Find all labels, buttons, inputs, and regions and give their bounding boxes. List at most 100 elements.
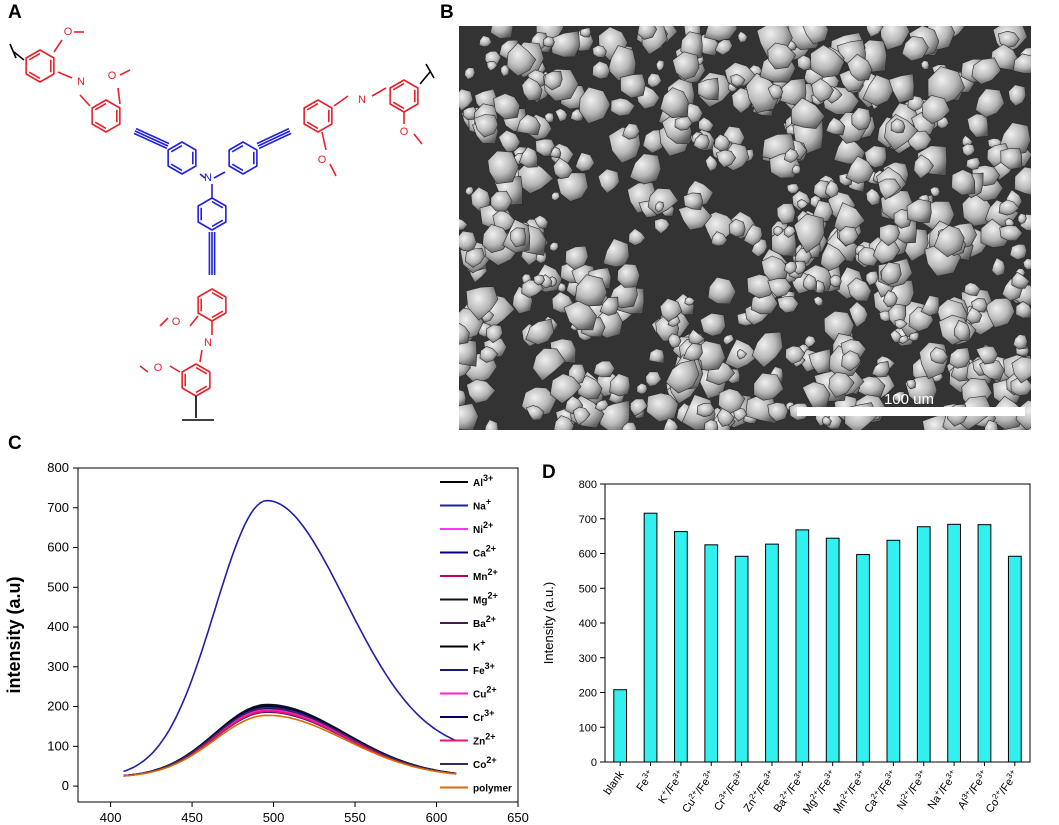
sem-particle <box>979 358 1005 382</box>
x-tick-label: 550 <box>344 810 366 825</box>
double-bond <box>211 291 224 300</box>
y-axis-label: Intensity (a.u.) <box>541 582 556 664</box>
sem-particle <box>516 113 541 136</box>
sem-particle <box>663 417 679 430</box>
sem-particle <box>620 73 646 99</box>
benzene-ring <box>91 99 121 133</box>
bar <box>947 523 961 763</box>
sem-particle <box>672 51 700 80</box>
sem-particle <box>951 169 976 196</box>
benzene-ring <box>197 288 227 322</box>
sem-particle <box>648 348 665 364</box>
bar <box>886 539 901 763</box>
bond <box>189 315 199 327</box>
sem-particle <box>464 67 476 81</box>
spectrum-line <box>123 709 457 777</box>
bar <box>765 543 779 763</box>
bond <box>134 130 169 147</box>
methoxy-oxygen: O <box>64 26 73 38</box>
sem-particles: 100 um <box>459 26 1031 430</box>
sem-particle <box>717 408 735 427</box>
methoxy-oxygen: O <box>318 154 327 166</box>
double-bond <box>211 219 224 228</box>
intensity-bar-chart: 0 100 200 300 400 500 600 700 800 Intensity (a.u.… <box>541 479 1031 816</box>
plot-frame <box>77 467 519 803</box>
sem-particle <box>707 276 737 305</box>
y-tick-label: 500 <box>47 579 69 594</box>
sem-particle <box>865 270 879 287</box>
imine-nitrogen: N <box>77 76 85 88</box>
legend-label: Zn2+ <box>473 732 495 748</box>
sem-particle <box>552 157 574 180</box>
sem-particle <box>714 39 733 56</box>
sem-particle <box>829 274 842 288</box>
bar <box>674 531 688 763</box>
sem-particle <box>1011 356 1031 384</box>
sem-particle <box>811 78 834 103</box>
bond <box>79 94 91 107</box>
sem-particle <box>711 231 728 247</box>
sem-particle <box>655 59 665 72</box>
bond <box>199 349 203 363</box>
sem-particle <box>743 224 763 247</box>
x-tick-label: 500 <box>263 810 285 825</box>
y-tick-label: 700 <box>47 500 69 515</box>
sem-particle <box>901 36 929 62</box>
sem-particle <box>736 348 748 360</box>
sem-particle <box>479 346 499 363</box>
sem-particle <box>636 382 648 395</box>
sem-particle <box>532 347 566 382</box>
panel-b-label: B <box>440 2 454 23</box>
sem-particle <box>927 66 965 106</box>
spectrum-line <box>123 714 457 777</box>
sem-particle <box>1011 271 1030 289</box>
sem-particle <box>848 301 869 328</box>
sem-particle <box>753 372 785 401</box>
sem-particle <box>593 360 616 378</box>
legend-label: Ni2+ <box>473 520 493 536</box>
double-bond <box>392 82 405 91</box>
sem-particle <box>718 388 746 415</box>
bond <box>13 51 25 61</box>
double-bond <box>231 144 244 153</box>
sem-particle <box>783 148 799 163</box>
sem-particle <box>998 199 1020 216</box>
sem-particle <box>728 218 746 238</box>
sem-particle <box>521 77 543 102</box>
x-tick-label: 650 <box>507 810 529 825</box>
sem-particle <box>732 407 748 422</box>
benzene-ring <box>167 141 197 175</box>
sem-particle <box>810 44 845 78</box>
y-tick-label: 400 <box>47 619 69 634</box>
sem-particle <box>804 335 817 348</box>
benzene-ring <box>181 363 211 397</box>
sem-particle <box>751 331 784 368</box>
sem-particle <box>971 298 988 313</box>
benzene-ring <box>228 141 258 175</box>
sem-particle <box>489 26 514 39</box>
sem-particle <box>713 133 731 152</box>
sem-particle <box>459 88 474 112</box>
bond <box>321 131 327 151</box>
sem-particle <box>698 116 714 133</box>
sem-particle <box>888 73 915 104</box>
double-bond <box>211 310 224 319</box>
sem-particle <box>865 188 881 206</box>
bond <box>57 71 73 79</box>
legend-label: polymer <box>473 784 512 795</box>
sem-particle <box>767 42 797 70</box>
sem-particle <box>459 339 478 367</box>
y-tick-label: 600 <box>47 540 69 555</box>
bond <box>425 63 435 79</box>
sem-particle <box>553 415 575 430</box>
y-tick-label: 400 <box>579 618 597 630</box>
sem-particle <box>841 350 862 372</box>
sem-particle <box>866 26 884 38</box>
spectrum-line <box>123 707 457 777</box>
sem-particle <box>963 282 981 297</box>
sem-particle <box>783 225 796 238</box>
sem-particle <box>813 180 831 199</box>
bond <box>53 39 63 53</box>
bar <box>734 555 749 763</box>
sem-particle <box>921 94 951 125</box>
